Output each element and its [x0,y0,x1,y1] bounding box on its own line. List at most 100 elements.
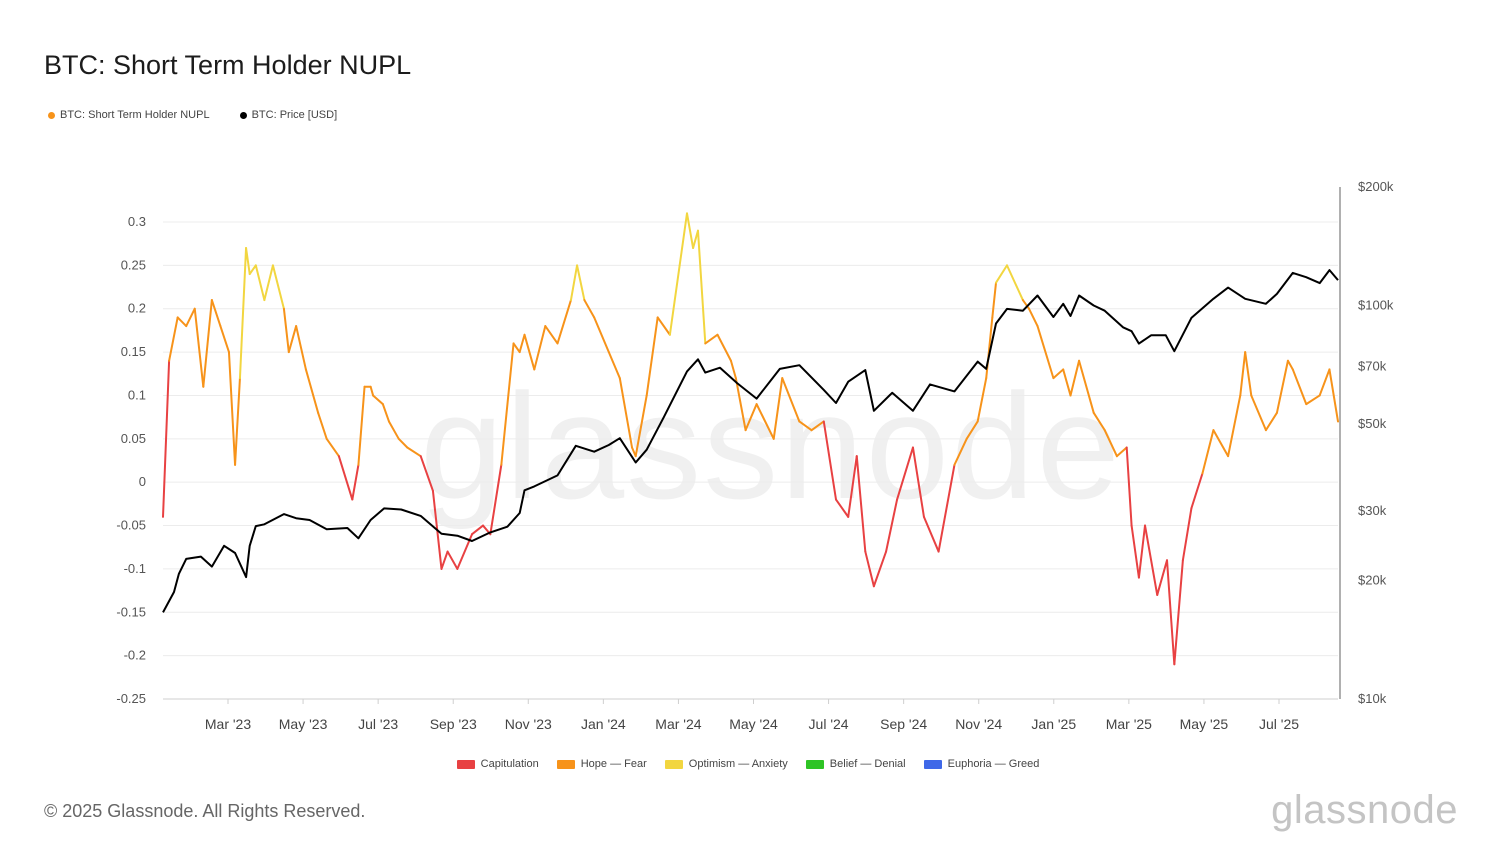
x-tick-label: Sep '24 [880,716,927,732]
nupl-line-segment [618,377,634,449]
nupl-line-segment [1264,411,1278,432]
nupl-line-segment [263,264,274,302]
nupl-line-segment [937,463,956,553]
legend-label-price: BTC: Price [USD] [251,109,338,121]
nupl-line-segment [855,455,867,553]
legend-item-price[interactable]: BTC: Price [USD] [239,109,338,121]
nupl-line-segment [1328,368,1339,423]
left-tick-label: 0.3 [128,214,146,229]
nupl-line-segment [922,515,940,553]
nupl-line-segment [234,377,241,466]
nupl-line-segment [1181,507,1193,562]
nupl-line-segment [523,333,536,371]
nupl-line-segment [781,377,801,423]
nupl-line-segment [419,455,434,492]
nupl-line-segment [1305,394,1321,406]
zone-legend-euphoria-greed[interactable]: Euphoria — Greed [923,758,1039,770]
nupl-line-segment [668,264,681,336]
nupl-line-segment [406,446,422,458]
nupl-line-segment [282,307,290,354]
nupl-line-segment [810,420,825,432]
series-legend: BTC: Short Term Holder NUPL BTC: Price [… [48,109,337,121]
nupl-line-segment [1156,559,1169,596]
nupl-line-segment [381,403,390,423]
nupl-line-segment [734,377,747,432]
nupl-line-segment [1190,472,1204,510]
nupl-line-segment [995,264,1008,284]
zone-legend-optimism-anxiety[interactable]: Optimism — Anxiety [664,758,788,770]
left-tick-label: 0 [139,474,146,489]
nupl-line-segment [168,316,179,362]
nupl-line-segment [176,316,188,328]
nupl-line-segment [991,281,998,319]
nupl-line-segment [500,342,515,466]
legend-dot-price [239,111,247,119]
nupl-line-segment [1115,446,1128,458]
left-tick-label: -0.1 [124,561,146,576]
nupl-line-segment [569,264,579,302]
nupl-line-segment [325,437,340,458]
left-tick-label: 0.05 [121,431,146,446]
nupl-line-segment [512,342,521,354]
nupl-line-segment [254,264,266,302]
zone-swatch-optimism-anxiety [664,759,683,769]
x-tick-label: Nov '24 [955,716,1002,732]
zone-label-optimism-anxiety: Optimism — Anxiety [688,758,788,770]
nupl-line-segment [1078,359,1095,414]
nupl-line-segment [351,463,360,501]
right-tick-label: $70k [1358,358,1387,373]
glassnode-logo: glassnode [1271,788,1458,832]
nupl-line-segment [162,359,171,518]
nupl-line-segment [185,307,196,328]
nupl-line-segment [1201,429,1215,475]
nupl-line-segment [556,299,572,345]
nupl-line-segment [953,437,968,466]
nupl-line-segment [1286,359,1294,371]
x-tick-label: Jul '24 [809,716,849,732]
nupl-line-segment [1069,359,1081,397]
left-tick-label: -0.25 [116,691,146,706]
nupl-line-segment [685,212,695,250]
nupl-line-segment [1291,368,1308,406]
nupl-line-segment [210,299,222,328]
x-tick-label: Mar '25 [1106,716,1152,732]
zone-swatch-belief-denial [805,759,824,769]
x-tick-label: May '25 [1180,716,1229,732]
nupl-line-segment [772,377,784,440]
right-tick-label: $30k [1358,503,1387,518]
nupl-line-segment [248,264,257,276]
nupl-line-segment [704,333,719,345]
nupl-line-segment [202,299,213,388]
legend-dot-nupl [48,111,55,119]
nupl-line-segment [1144,524,1159,596]
nupl-line-segment [1027,307,1039,328]
nupl-line-segment [847,455,858,518]
x-tick-label: Mar '23 [205,716,251,732]
nupl-line-segment [1130,524,1140,579]
zone-swatch-euphoria-greed [923,759,942,769]
nupl-line-segment [1021,299,1030,310]
nupl-line-segment [1244,351,1253,397]
nupl-line-segment [193,307,205,388]
zone-legend-belief-denial[interactable]: Belief — Denial [805,758,906,770]
nupl-line-segment [489,463,503,536]
x-tick-label: Mar '24 [655,716,701,732]
left-tick-label: 0.2 [128,301,146,316]
zone-legend-hope-fear[interactable]: Hope — Fear [556,758,647,770]
nupl-line-segment [518,333,526,354]
nupl-line-segment [1250,394,1267,432]
nupl-line-segment [864,550,875,588]
right-tick-label: $50k [1358,416,1387,431]
nupl-line-segment [911,446,925,518]
nupl-line-segment [1005,264,1024,302]
nupl-line-segment [1227,394,1242,458]
zone-legend-capitulation[interactable]: Capitulation [456,758,539,770]
left-tick-label: -0.15 [116,604,146,619]
price-line [162,269,1339,613]
nupl-line-segment [304,368,320,414]
nupl-line-segment [692,229,699,250]
legend-item-nupl[interactable]: BTC: Short Term Holder NUPL [48,109,210,121]
nupl-line-segment [798,420,813,432]
nupl-line-segment [1036,325,1055,380]
